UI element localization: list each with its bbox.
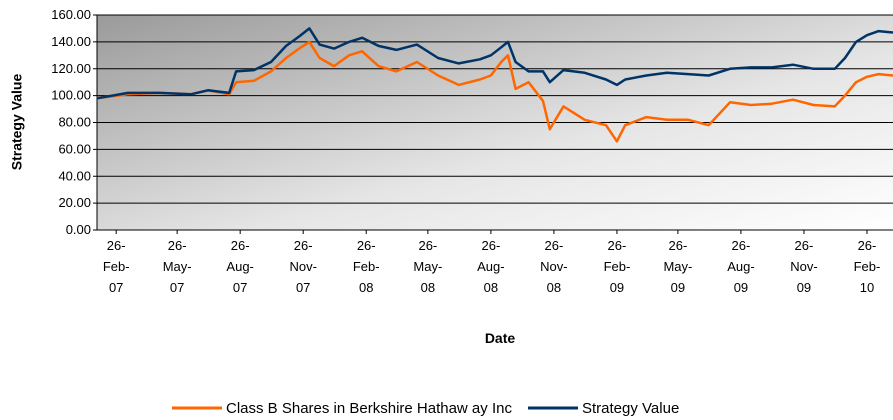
x-tick-label: 26-Aug-08 [477, 238, 504, 295]
y-tick-label: 160.00 [51, 7, 91, 22]
legend-label: Strategy Value [582, 400, 679, 417]
y-tick-label: 20.00 [58, 195, 91, 210]
x-tick-label: 26-May-07 [163, 238, 192, 295]
x-axis-title: Date [485, 330, 516, 346]
y-tick-label: 120.00 [51, 61, 91, 76]
y-tick-label: 40.00 [58, 168, 91, 183]
series-line [96, 40, 893, 143]
x-tick-label: 26-Nov-09 [790, 238, 817, 295]
x-tick-label: 26-Feb-10 [854, 238, 881, 295]
x-tick-label: 26-Nov-08 [540, 238, 567, 295]
y-tick-label: 100.00 [51, 88, 91, 103]
series-line [96, 27, 893, 100]
y-tick-label: 140.00 [51, 34, 91, 49]
x-tick-label: 26-Aug-07 [226, 238, 253, 295]
legend-label: Class B Shares in Berkshire Hathaw ay In… [226, 400, 512, 417]
x-tick-label: 26-May-08 [413, 238, 442, 295]
x-tick-label: 26-Feb-09 [604, 238, 631, 295]
x-tick-label: 26-Feb-08 [353, 238, 380, 295]
x-tick-label: 26-Nov-07 [289, 238, 316, 295]
y-tick-label: 0.00 [66, 222, 91, 237]
y-tick-label: 80.00 [58, 115, 91, 130]
x-tick-label: 26-Aug-09 [727, 238, 754, 295]
y-axis-title: Strategy Value [9, 74, 25, 171]
x-tick-label: 26-Feb-07 [103, 238, 130, 295]
x-tick-label: 26-May-09 [663, 238, 692, 295]
y-tick-label: 60.00 [58, 141, 91, 156]
